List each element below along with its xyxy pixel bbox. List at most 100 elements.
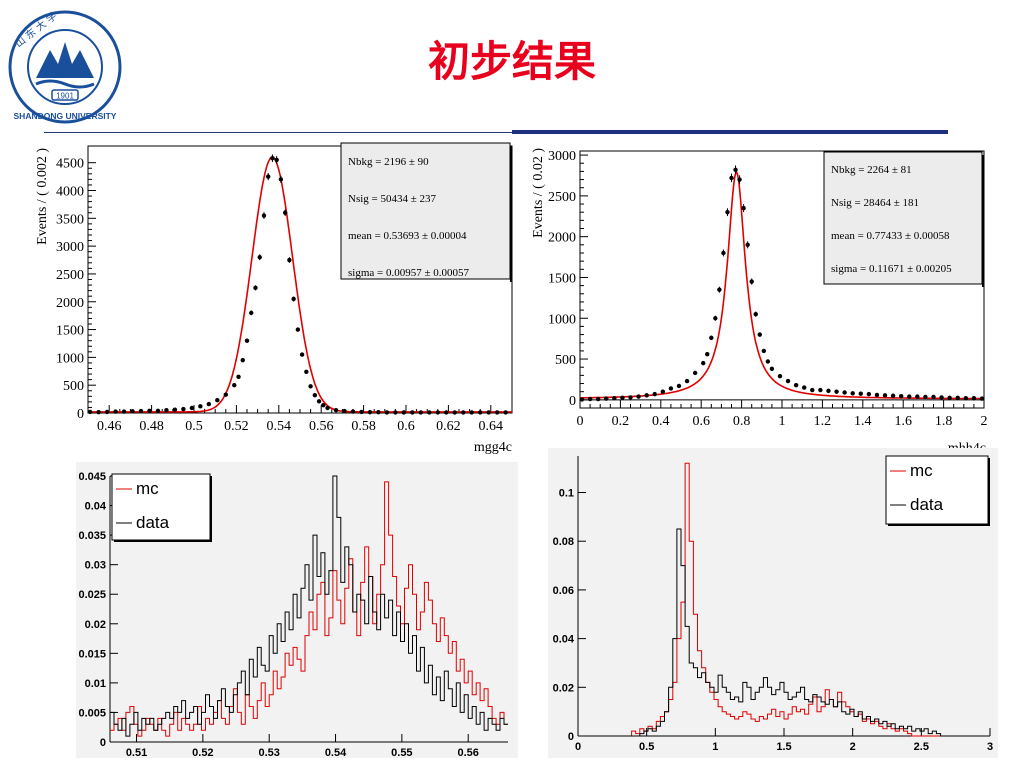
data-point: [308, 384, 313, 389]
data-point: [444, 410, 449, 415]
y-tick-label: 2000: [56, 296, 84, 311]
data-point: [291, 296, 296, 302]
data-point: [749, 279, 754, 284]
data-point: [206, 401, 212, 407]
data-point: [866, 391, 872, 397]
x-tick-label: 0.52: [192, 747, 213, 758]
data-point: [785, 378, 791, 384]
y-tick-label: 3500: [56, 212, 84, 227]
data-point: [652, 391, 657, 397]
fit-result-box: [340, 142, 511, 280]
data-point: [818, 387, 823, 393]
x-tick-label: 0: [577, 414, 584, 429]
y-tick-label: 0.035: [78, 530, 106, 542]
y-tick-label: 0.005: [78, 707, 106, 719]
x-tick-label: 0.48: [139, 419, 164, 434]
x-tick-label: 0.54: [267, 419, 292, 434]
data-point: [882, 393, 888, 398]
data-point: [898, 393, 904, 399]
data-point: [826, 388, 831, 394]
data-point: [874, 392, 880, 398]
x-tick-label: 0.4: [652, 414, 670, 429]
data-point: [249, 310, 254, 316]
x-tick-label: 0.6: [692, 414, 710, 429]
y-tick-label: 0.025: [78, 589, 106, 601]
data-point: [741, 205, 746, 211]
data-point: [257, 255, 262, 260]
y-tick-label: 500: [63, 379, 84, 394]
data-point: [274, 157, 279, 163]
data-point: [266, 174, 271, 179]
x-tick-label: 0.55: [391, 747, 412, 758]
fit-result-line: Nsig = 50434 ± 237: [348, 193, 437, 205]
data-point: [87, 409, 93, 415]
y-tick-label: 0: [568, 731, 574, 743]
data-point: [172, 407, 178, 412]
y-tick-label: 1000: [56, 351, 84, 366]
data-point: [604, 396, 609, 401]
data-point: [452, 410, 457, 415]
y-tick-label: 0: [77, 407, 84, 422]
data-point: [376, 409, 381, 415]
hist-plot-mgg-compare: 0 0.005 0.01 0.015 0.02 0.025 0.03 0.035 0.04 0.0…: [76, 462, 518, 758]
data-point: [737, 177, 742, 182]
data-point: [834, 389, 839, 394]
data-point: [729, 175, 734, 181]
data-point: [595, 396, 601, 402]
data-point: [725, 209, 730, 215]
x-tick-label: 0.6: [397, 419, 415, 434]
data-point: [312, 393, 318, 398]
y-tick-label: 1500: [548, 271, 576, 286]
data-point: [802, 385, 807, 390]
data-point: [939, 395, 944, 400]
legend-label-mc: mc: [136, 479, 159, 498]
x-tick-label: 1.6: [894, 414, 912, 429]
header-rule-thick: [512, 130, 948, 134]
fit-result-line: Nbkg = 2196 ± 90: [348, 156, 429, 168]
data-point: [96, 409, 101, 415]
data-point: [223, 392, 228, 397]
data-point: [270, 156, 275, 161]
data-point: [278, 177, 284, 182]
x-tick-label: 0.54: [325, 747, 347, 758]
data-point: [620, 395, 625, 401]
histogram-mc: [578, 462, 990, 737]
y-tick-label: 2500: [548, 190, 576, 205]
fit-box-shadow: [510, 146, 512, 282]
data-point: [342, 408, 347, 414]
data-point: [240, 357, 245, 363]
y-tick-label: 0.015: [78, 648, 106, 660]
data-point: [668, 386, 674, 391]
data-point: [316, 399, 322, 404]
data-point: [660, 389, 666, 394]
y-tick-label: 3000: [56, 240, 84, 255]
legend-label-mc: mc: [910, 461, 933, 480]
legend-label-data: data: [910, 495, 944, 514]
y-tick-label: 3000: [548, 149, 576, 164]
data-point: [435, 410, 440, 415]
fit-result-line: Nbkg = 2264 ± 81: [831, 164, 912, 176]
data-point: [931, 394, 936, 400]
data-point: [384, 410, 390, 415]
data-point: [890, 393, 896, 398]
x-tick-label: 0.46: [97, 419, 122, 434]
data-point: [858, 391, 863, 396]
data-point: [713, 316, 718, 321]
data-point: [104, 409, 110, 415]
data-point: [138, 408, 144, 414]
y-tick-label: 2500: [56, 268, 84, 283]
data-point: [955, 395, 960, 401]
data-point: [198, 404, 203, 409]
data-point: [644, 393, 649, 398]
data-point: [113, 409, 118, 414]
y-tick-label: 500: [555, 353, 576, 368]
y-tick-label: 0.01: [85, 678, 106, 690]
x-tick-label: 2: [850, 741, 856, 753]
data-point: [215, 398, 220, 403]
y-axis-label: Events / ( 0.02 ): [531, 148, 546, 238]
data-point: [765, 359, 771, 364]
data-point: [393, 410, 398, 415]
data-point: [333, 408, 339, 413]
data-point: [478, 410, 483, 415]
data-point: [155, 408, 161, 413]
